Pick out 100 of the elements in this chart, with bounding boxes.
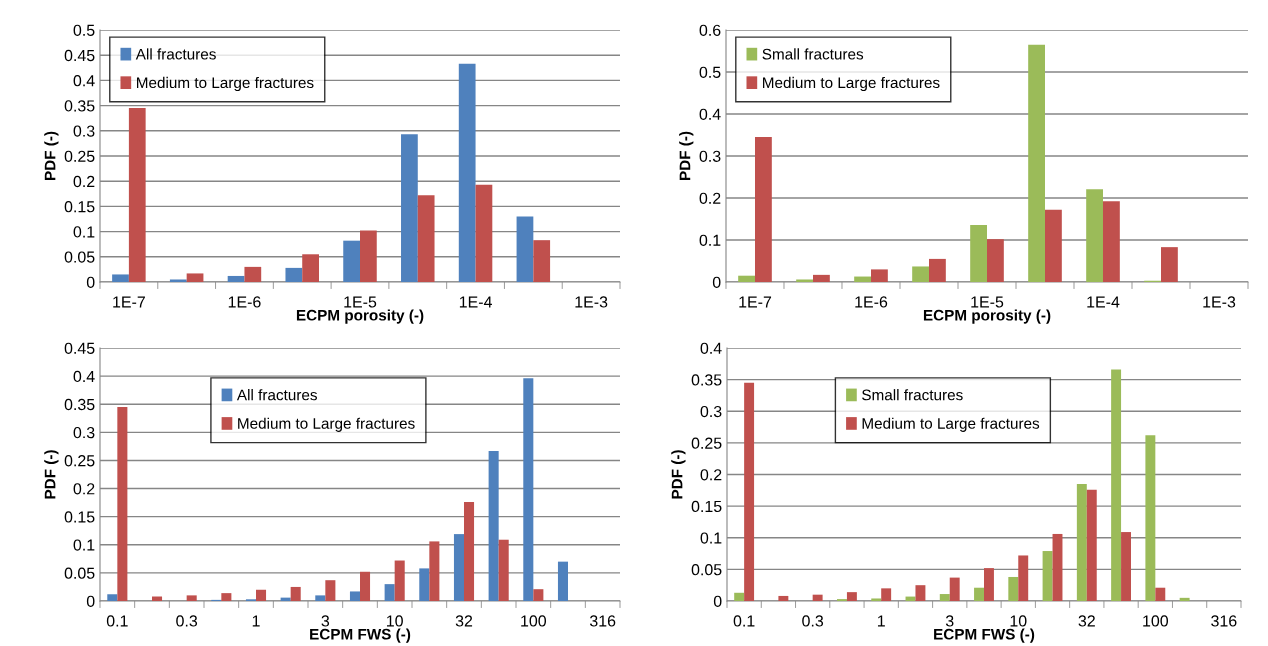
bar (112, 274, 129, 282)
y-tick-label: 0.05 (64, 567, 95, 579)
legend-label: Small fractures (862, 389, 963, 401)
y-tick-label: 0.3 (699, 150, 721, 162)
bar (778, 595, 789, 601)
bar (325, 580, 336, 601)
bar (1076, 483, 1087, 601)
y-tick-label: 0.3 (73, 426, 95, 439)
bar (394, 560, 405, 601)
y-tick-label: 0.1 (700, 532, 722, 544)
y-tick-label: 0.35 (691, 374, 722, 386)
bar (1018, 555, 1029, 601)
y-axis-title: PDF (-) (679, 131, 694, 181)
bar (429, 541, 440, 601)
bar (812, 594, 823, 601)
y-tick-label: 0.5 (73, 24, 95, 36)
y-tick-label: 0.25 (691, 437, 722, 449)
legend-label: All fractures (236, 389, 317, 401)
x-tick-label: 32 (455, 615, 473, 627)
x-tick-label: 10 (387, 615, 403, 627)
x-tick-label: 3 (945, 615, 954, 627)
y-tick-label: 0.4 (73, 75, 95, 87)
x-tick-label: 0.3 (802, 615, 824, 627)
x-tick-label: 0.3 (176, 615, 198, 627)
bar (1161, 247, 1178, 282)
bar (915, 585, 926, 601)
x-tick-label: 1E-6 (228, 296, 261, 308)
y-tick-label: 0.05 (691, 564, 722, 576)
y-tick-label: 0 (712, 276, 721, 288)
bar (796, 279, 813, 282)
bar (523, 378, 534, 601)
y-tick-label: 0.1 (73, 539, 95, 551)
legend-label: Medium to Large fractures (763, 76, 940, 92)
x-tick-label: 10 (1010, 615, 1027, 627)
x-tick-label: 1E-7 (739, 296, 772, 308)
bar (1045, 209, 1062, 282)
y-axis-title: PDF (-) (671, 450, 686, 499)
x-axis-title: ECPM porosity (-) (296, 309, 424, 324)
bar (302, 254, 319, 282)
x-tick-label: 0.1 (733, 615, 755, 627)
legend-label: Small fractures (762, 48, 864, 60)
y-tick-label: 0.4 (73, 370, 95, 383)
x-tick-label: 100 (521, 615, 547, 627)
y-tick-label: 0.1 (73, 226, 95, 238)
x-tick-label: 1E-3 (575, 296, 608, 308)
bar (360, 571, 371, 601)
bar (458, 63, 476, 282)
bar (107, 594, 118, 601)
bar (912, 266, 929, 282)
bar (221, 593, 232, 601)
bar (738, 275, 755, 282)
bar (475, 184, 493, 282)
bar (360, 230, 377, 282)
y-tick-label: 0.3 (73, 125, 95, 137)
y-tick-label: 0.6 (699, 24, 721, 36)
bar (1103, 201, 1120, 282)
bar (1155, 587, 1166, 601)
bar (755, 137, 772, 282)
bar (1121, 532, 1131, 601)
bar (813, 274, 830, 282)
y-tick-label: 0.2 (73, 175, 95, 188)
x-tick-label: 3 (321, 615, 330, 627)
bar (1052, 533, 1063, 601)
bar (516, 216, 534, 282)
x-tick-label: 1 (252, 615, 260, 627)
y-axis-title: PDF (-) (44, 450, 59, 499)
y-tick-label: 0.4 (699, 108, 721, 120)
y-tick-label: 0 (86, 595, 95, 607)
bar (169, 279, 187, 282)
bar (186, 595, 197, 601)
bar (1179, 597, 1190, 601)
y-tick-label: 0.45 (64, 342, 95, 354)
bar (970, 224, 987, 282)
bar (984, 568, 994, 601)
bar (1086, 189, 1103, 282)
bar (744, 382, 755, 601)
legend-label: All fractures (135, 48, 216, 60)
bar (871, 598, 882, 601)
bar (1042, 551, 1053, 601)
x-tick-label: 1E-7 (113, 296, 145, 308)
bar (939, 594, 950, 601)
y-tick-label: 0.05 (64, 251, 95, 263)
y-tick-label: 0.5 (699, 66, 721, 78)
bar (227, 275, 245, 282)
y-tick-label: 0.45 (64, 49, 95, 62)
bar (734, 592, 745, 601)
bar (1111, 369, 1122, 601)
y-tick-label: 0.2 (699, 192, 721, 204)
bar (533, 589, 544, 601)
bar (854, 276, 871, 282)
x-axis-title: ECPM FWS (-) (934, 628, 1035, 643)
x-tick-label: 1E-5 (971, 296, 1004, 308)
bar (949, 577, 960, 601)
bar (128, 108, 146, 282)
bar (881, 588, 892, 601)
bar (453, 534, 464, 601)
y-tick-label: 0.15 (691, 500, 722, 513)
bar (1086, 489, 1097, 601)
x-tick-label: 1E-4 (1087, 296, 1120, 308)
x-tick-label: 1E-4 (459, 296, 492, 308)
